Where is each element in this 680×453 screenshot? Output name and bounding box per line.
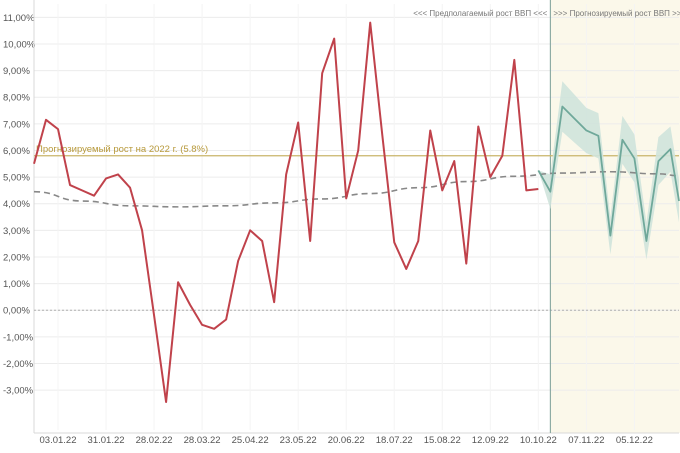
y-tick-label: 0,00% — [3, 306, 30, 317]
y-tick-label: 3,00% — [3, 226, 30, 237]
y-tick-label: -1,00% — [3, 332, 34, 343]
x-tick-label: 25.04.22 — [232, 435, 269, 446]
y-tick-label: 11,00% — [3, 13, 35, 24]
x-tick-label: 28.02.22 — [136, 435, 173, 446]
y-tick-label: 8,00% — [3, 93, 30, 104]
past-region-label: <<< Предполагаемый рост ВВП <<< — [413, 9, 547, 18]
actual-growth-line — [33, 21, 539, 404]
x-tick-label: 23.05.22 — [280, 435, 317, 446]
y-tick-label: 6,00% — [3, 146, 30, 157]
reference-line-label: Прогнозируемый рост на 2022 г. (5.8%) — [36, 144, 208, 155]
y-tick-label: -3,00% — [3, 386, 34, 397]
x-tick-label: 05.12.22 — [616, 435, 653, 446]
x-tick-label: 10.10.22 — [520, 435, 557, 446]
y-tick-label: 1,00% — [3, 279, 30, 290]
x-tick-label: 15.08.22 — [424, 435, 461, 446]
x-tick-label: 20.06.22 — [328, 435, 365, 446]
x-tick-label: 28.03.22 — [184, 435, 221, 446]
forecast-confidence-band — [538, 81, 679, 260]
forecast-growth-line — [537, 105, 680, 242]
y-tick-label: -2,00% — [3, 359, 34, 370]
y-tick-label: 4,00% — [3, 199, 30, 210]
x-tick-label: 31.01.22 — [88, 435, 125, 446]
trend-line — [33, 170, 680, 208]
y-tick-label: 2,00% — [3, 252, 30, 263]
x-tick-label: 12.09.22 — [472, 435, 509, 446]
y-tick-label: 5,00% — [3, 173, 30, 184]
y-tick-label: 9,00% — [3, 66, 30, 77]
y-tick-label: 10,00% — [3, 39, 36, 50]
forecast-region-label: >>> Прогнозируемый рост ВВП >>> — [553, 9, 680, 18]
y-tick-label: 7,00% — [3, 119, 30, 130]
x-tick-label: 18.07.22 — [376, 435, 413, 446]
x-tick-label: 07.11.22 — [568, 435, 604, 446]
x-tick-label: 03.01.22 — [40, 435, 77, 446]
